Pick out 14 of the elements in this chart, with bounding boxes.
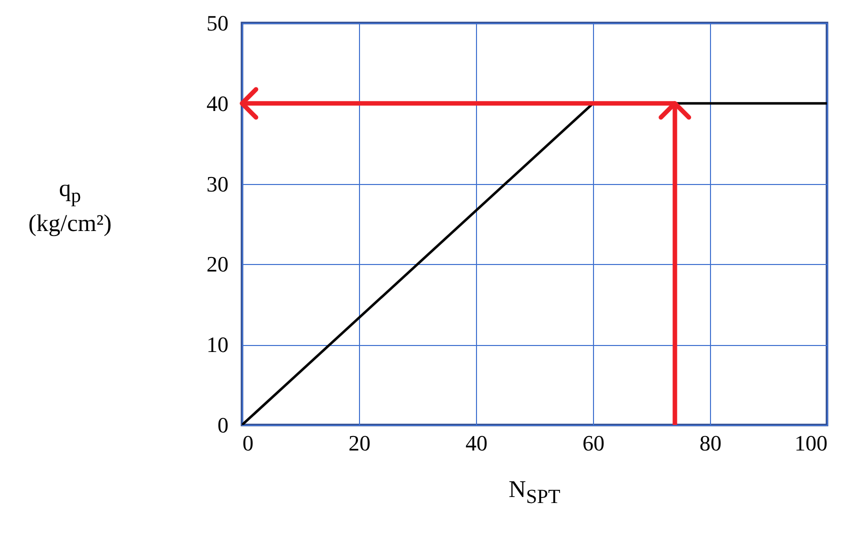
x-tick-label: 80 [700,430,722,456]
y-axis-title: q$_{p}$ (kg/cm²) [27,175,113,239]
x-tick-label: 40 [466,430,488,456]
y-tick-label: 20 [206,252,228,277]
x-tick-label: 0 [242,430,254,456]
y-tick-label: 0 [218,412,228,438]
x-axis-title: N$_{SPT}$ [508,476,562,510]
y-tick-label: 40 [206,90,228,116]
x-tick-label: 60 [582,430,604,456]
x-tick-label: 100 [794,430,828,456]
y-tick-label: 10 [206,332,228,358]
y-tick-label: 50 [206,10,228,36]
y-tick-label: 30 [206,171,228,196]
x-tick-label: 20 [348,430,370,456]
